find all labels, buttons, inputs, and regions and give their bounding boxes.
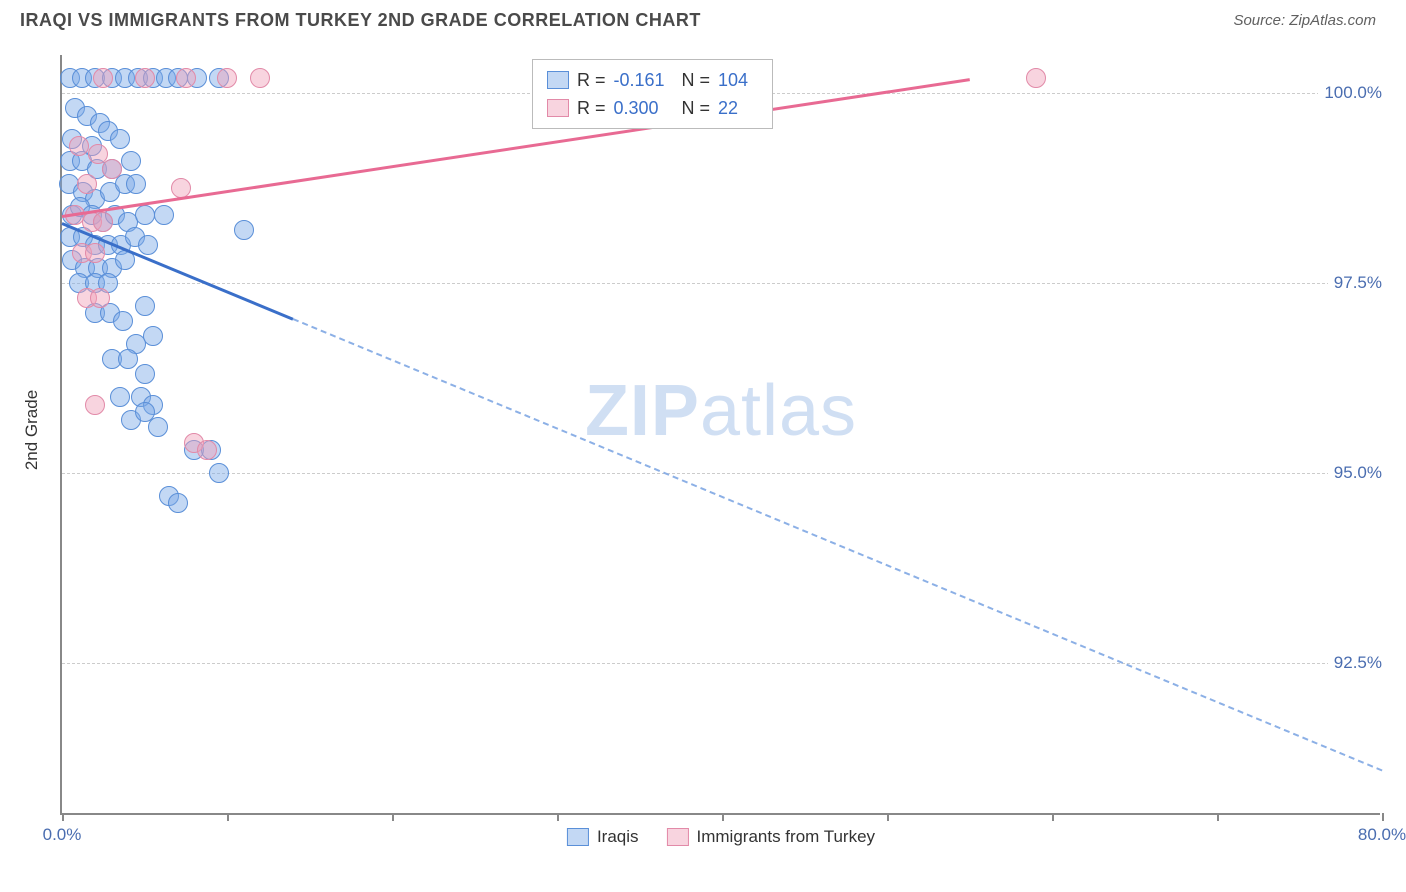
scatter-point-iraqis <box>110 129 130 149</box>
legend-swatch <box>567 828 589 846</box>
scatter-point-turkey <box>1026 68 1046 88</box>
scatter-point-iraqis <box>154 205 174 225</box>
scatter-point-turkey <box>197 440 217 460</box>
scatter-point-turkey <box>85 243 105 263</box>
y-tick-label: 95.0% <box>1328 463 1382 483</box>
scatter-point-turkey <box>217 68 237 88</box>
scatter-point-iraqis <box>234 220 254 240</box>
x-tick <box>62 813 64 821</box>
x-tick <box>1382 813 1384 821</box>
legend-n-label: N = <box>682 98 711 119</box>
gridline <box>62 283 1380 284</box>
y-tick-label: 92.5% <box>1328 653 1382 673</box>
scatter-chart: ZIPatlas 92.5%95.0%97.5%100.0%0.0%80.0%R… <box>60 55 1380 815</box>
x-tick-label: 0.0% <box>43 825 82 845</box>
scatter-point-turkey <box>77 174 97 194</box>
scatter-point-iraqis <box>209 463 229 483</box>
legend-n-value: 22 <box>718 98 758 119</box>
scatter-point-iraqis <box>135 205 155 225</box>
legend-r-value: 0.300 <box>614 98 674 119</box>
legend-r-value: -0.161 <box>614 70 674 91</box>
scatter-point-turkey <box>93 68 113 88</box>
watermark: ZIPatlas <box>585 370 857 452</box>
scatter-point-turkey <box>135 68 155 88</box>
x-tick <box>722 813 724 821</box>
scatter-point-iraqis <box>121 151 141 171</box>
y-tick-label: 100.0% <box>1318 83 1382 103</box>
legend-swatch <box>547 99 569 117</box>
gridline <box>62 663 1380 664</box>
scatter-point-iraqis <box>118 349 138 369</box>
x-tick <box>557 813 559 821</box>
legend-swatch <box>667 828 689 846</box>
y-tick-label: 97.5% <box>1328 273 1382 293</box>
trend-turkey-solid <box>62 78 970 218</box>
legend-n-label: N = <box>682 70 711 91</box>
trend-iraqis-dashed <box>293 318 1383 771</box>
scatter-point-iraqis <box>148 417 168 437</box>
scatter-point-turkey <box>93 212 113 232</box>
legend-r-label: R = <box>577 70 606 91</box>
x-tick-label: 80.0% <box>1358 825 1406 845</box>
scatter-point-iraqis <box>168 493 188 513</box>
series-legend-label: Immigrants from Turkey <box>697 827 876 847</box>
gridline <box>62 473 1380 474</box>
x-tick <box>1052 813 1054 821</box>
source-attribution: Source: ZipAtlas.com <box>1233 12 1376 29</box>
scatter-point-iraqis <box>110 387 130 407</box>
scatter-point-turkey <box>90 288 110 308</box>
series-legend-item: Iraqis <box>567 827 639 847</box>
legend-r-label: R = <box>577 98 606 119</box>
legend-n-value: 104 <box>718 70 758 91</box>
scatter-point-iraqis <box>135 364 155 384</box>
y-axis-label: 2nd Grade <box>22 390 42 470</box>
series-legend-item: Immigrants from Turkey <box>667 827 876 847</box>
legend-swatch <box>547 71 569 89</box>
scatter-point-turkey <box>250 68 270 88</box>
x-tick <box>1217 813 1219 821</box>
correlation-legend-row: R = -0.161 N = 104 <box>547 66 758 94</box>
scatter-point-iraqis <box>138 235 158 255</box>
x-tick <box>227 813 229 821</box>
chart-title: IRAQI VS IMMIGRANTS FROM TURKEY 2ND GRAD… <box>20 10 701 31</box>
scatter-point-turkey <box>69 136 89 156</box>
scatter-point-iraqis <box>143 326 163 346</box>
correlation-legend-row: R = 0.300 N = 22 <box>547 94 758 122</box>
x-tick <box>887 813 889 821</box>
series-legend-label: Iraqis <box>597 827 639 847</box>
scatter-point-iraqis <box>135 296 155 316</box>
correlation-legend: R = -0.161 N = 104 R = 0.300 N = 22 <box>532 59 773 129</box>
scatter-point-iraqis <box>113 311 133 331</box>
series-legend: Iraqis Immigrants from Turkey <box>567 827 875 847</box>
scatter-point-turkey <box>85 395 105 415</box>
scatter-point-turkey <box>176 68 196 88</box>
x-tick <box>392 813 394 821</box>
scatter-point-turkey <box>102 159 122 179</box>
scatter-point-iraqis <box>126 174 146 194</box>
